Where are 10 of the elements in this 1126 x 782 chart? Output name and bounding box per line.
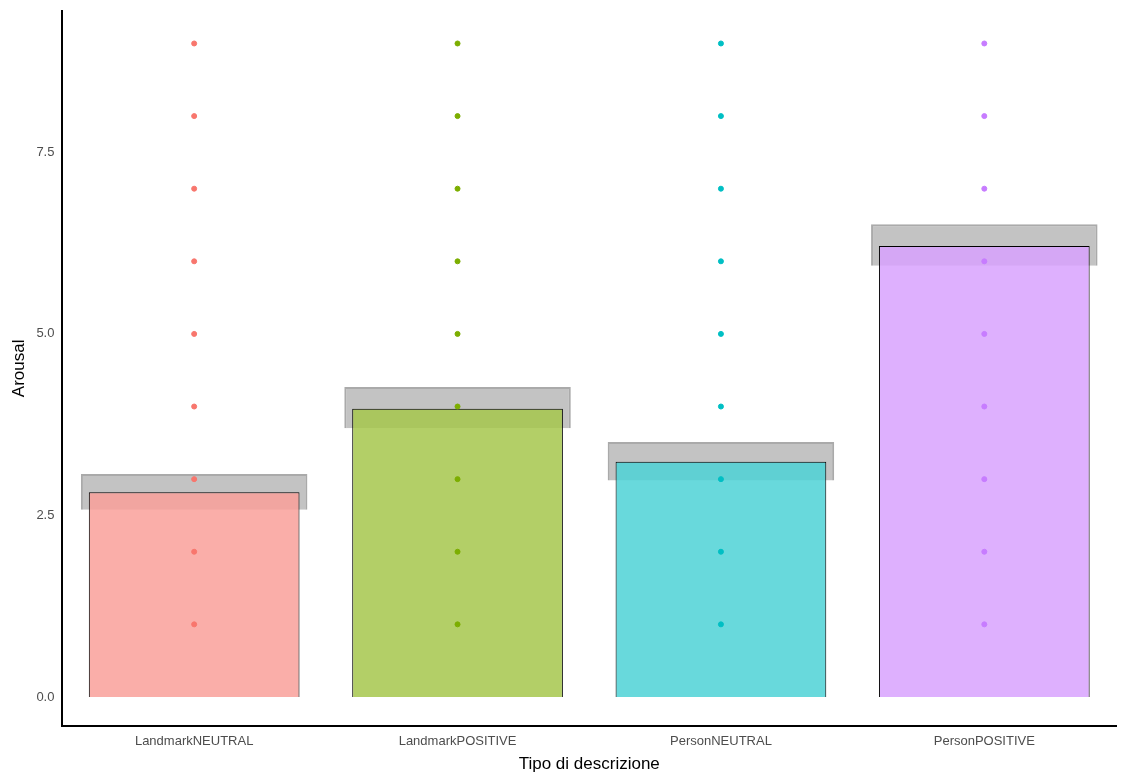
x-tick-label: LandmarkPOSITIVE [398,733,517,749]
y-axis-title: Arousal [8,339,28,398]
x-axis-title: Tipo di descrizione [518,754,660,774]
y-tick-label: 7.5 [36,143,55,159]
y-tick-label: 0.0 [36,688,55,704]
y-tick-label: 5.0 [36,325,55,341]
x-tick-label: PersonNEUTRAL [669,733,772,749]
x-tick-label: PersonPOSITIVE [933,733,1036,749]
y-tick-label: 2.5 [36,507,55,523]
x-tick-label: LandmarkNEUTRAL [134,733,254,749]
